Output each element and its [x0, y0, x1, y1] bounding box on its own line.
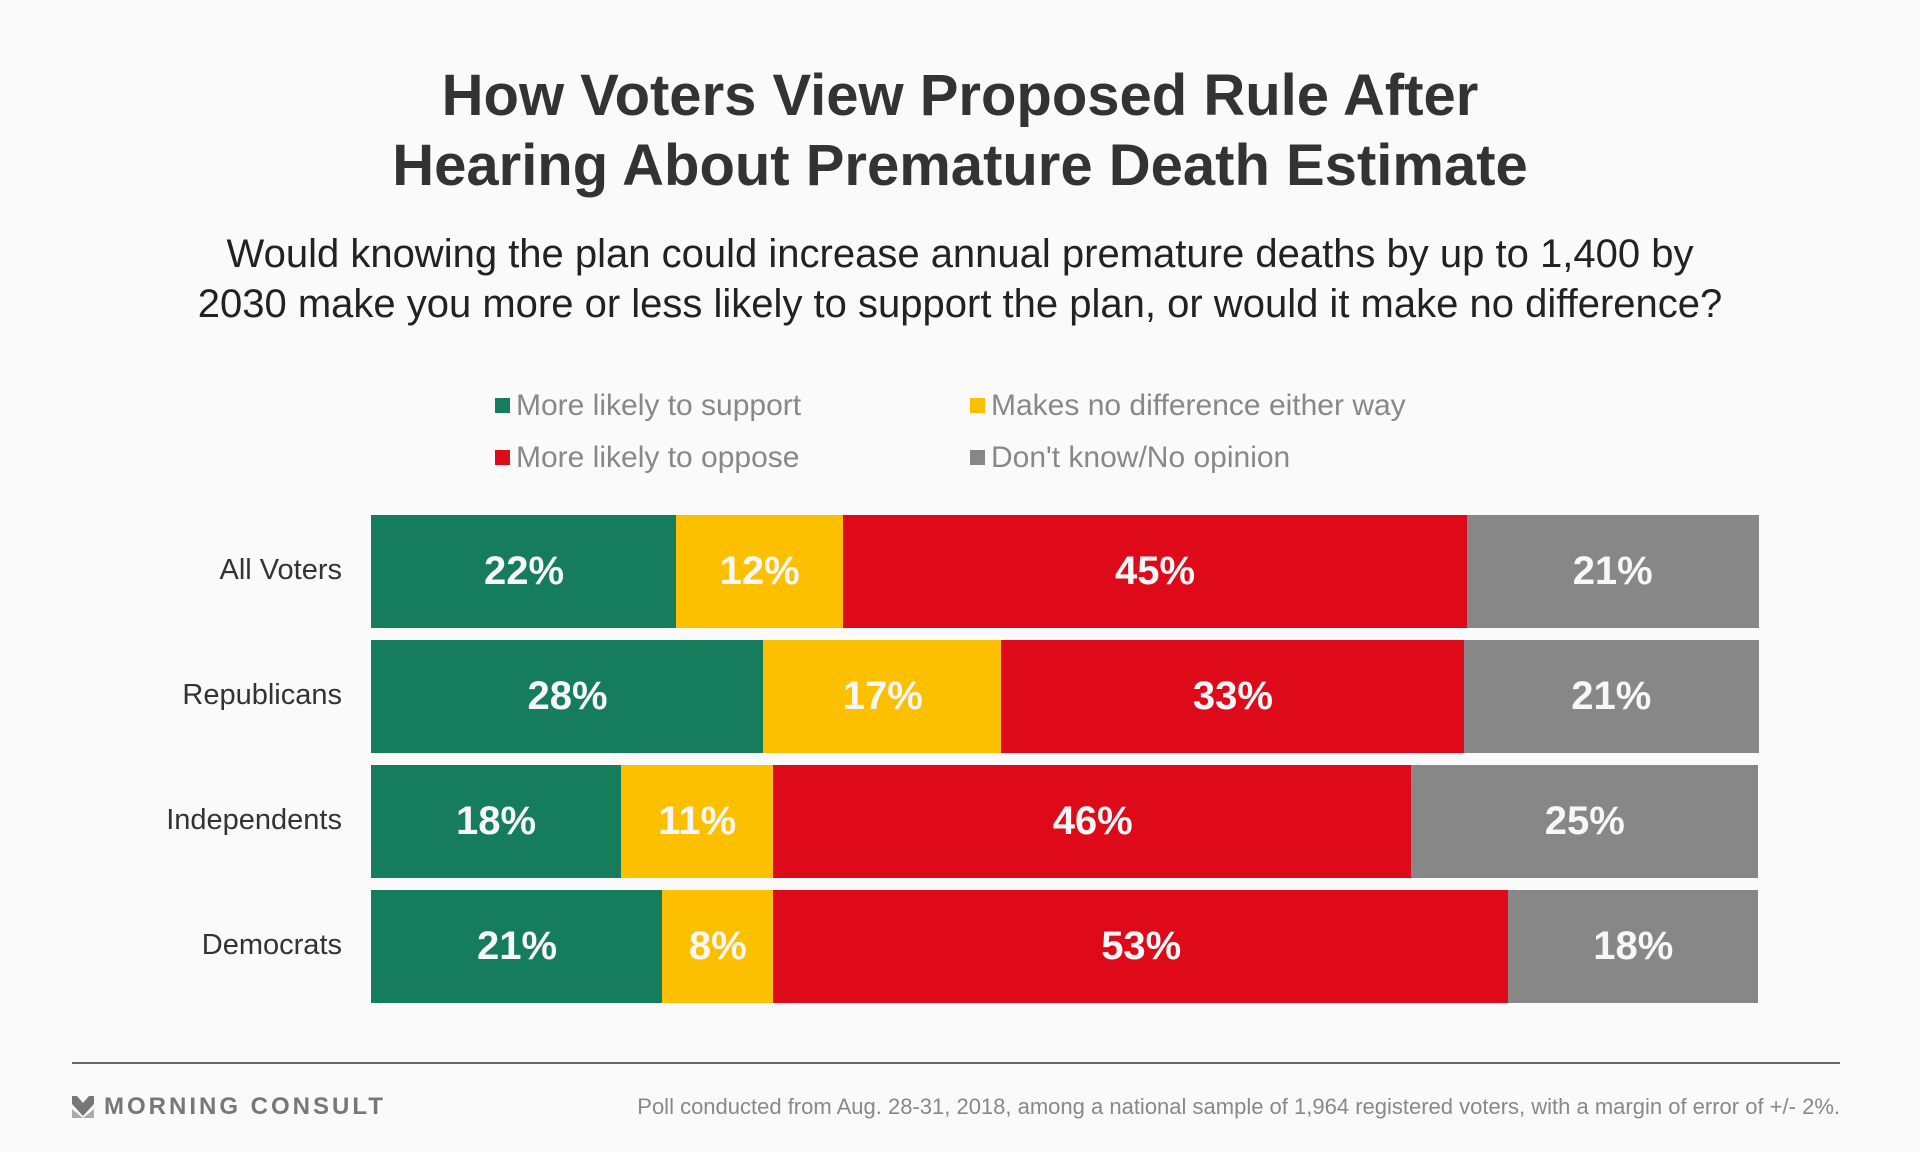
legend-item-no-difference: Makes no difference either way — [970, 388, 1406, 424]
bar-segment-all-voters-don-t-know-no-opinion: 21% — [1466, 515, 1759, 628]
brand-name: MORNING CONSULT — [104, 1093, 386, 1120]
bar-segment-independents-makes-no-difference-either-way: 11% — [620, 765, 774, 878]
bar-segment-all-voters-more-likely-to-support: 22% — [371, 515, 677, 628]
data-label: 33% — [1192, 674, 1273, 718]
stacked-bar-area: 22% 12% 45% 21% 28% 17% 33% 21% 18% 11% 46% 25% 21% 8… — [371, 515, 1759, 1003]
poll-footnote: Poll conducted from Aug. 28-31, 2018, am… — [637, 1094, 1840, 1119]
bar-segment-independents-don-t-know-no-opinion: 25% — [1411, 765, 1759, 878]
data-label: 21% — [476, 924, 558, 968]
category-label-all-voters: All Voters — [219, 554, 343, 586]
morning-consult-chevron-icon — [72, 1096, 94, 1118]
data-label: 53% — [1101, 924, 1182, 968]
data-label: 45% — [1115, 549, 1196, 593]
bar-segment-all-voters-makes-no-difference-either-way: 12% — [676, 515, 844, 628]
footer-divider — [72, 1062, 1840, 1064]
legend-item-dont-know: Don't know/No opinion — [970, 440, 1290, 476]
chart-subtitle-line-1: Would knowing the plan could increase an… — [226, 232, 1694, 276]
bar-segment-democrats-makes-no-difference-either-way: 8% — [662, 890, 774, 1003]
data-label: 11% — [658, 799, 737, 843]
data-label: 46% — [1052, 799, 1133, 843]
chart-title-line-1: How Voters View Proposed Rule After — [441, 63, 1479, 128]
bar-segment-independents-more-likely-to-support: 18% — [371, 765, 621, 878]
legend-label: More likely to support — [516, 389, 802, 422]
legend-label: More likely to oppose — [516, 441, 800, 474]
data-label: 17% — [842, 674, 923, 718]
data-label: 25% — [1544, 799, 1625, 843]
data-label: 8% — [688, 924, 747, 968]
bar-segment-democrats-more-likely-to-support: 21% — [371, 890, 663, 1003]
chart-title-line-2: Hearing About Premature Death Estimate — [392, 133, 1528, 198]
data-label: 12% — [719, 549, 800, 593]
legend-swatch-dont-know — [970, 450, 985, 465]
legend-item-support: More likely to support — [495, 388, 801, 424]
category-label-republicans: Republicans — [182, 679, 342, 711]
data-label: 21% — [1572, 549, 1653, 593]
category-label-independents: Independents — [166, 804, 342, 836]
legend-label: Makes no difference either way — [991, 389, 1406, 422]
bar-segment-all-voters-more-likely-to-oppose: 45% — [842, 515, 1468, 628]
bar-segment-republicans-more-likely-to-oppose: 33% — [1001, 640, 1465, 753]
category-label-democrats: Democrats — [201, 929, 342, 961]
bar-segment-republicans-don-t-know-no-opinion: 21% — [1463, 640, 1759, 753]
legend-swatch-no-difference — [970, 398, 985, 413]
legend-label: Don't know/No opinion — [991, 441, 1291, 474]
bar-segment-democrats-more-likely-to-oppose: 53% — [773, 890, 1510, 1003]
data-label: 28% — [527, 674, 608, 718]
bar-segment-republicans-makes-no-difference-either-way: 17% — [763, 640, 1003, 753]
data-label: 18% — [455, 799, 537, 843]
bar-segment-independents-more-likely-to-oppose: 46% — [773, 765, 1413, 878]
data-label: 22% — [483, 549, 565, 593]
brand-logo: MORNING CONSULT — [72, 1093, 386, 1121]
legend-item-oppose: More likely to oppose — [495, 440, 799, 476]
bar-segment-republicans-more-likely-to-support: 28% — [371, 640, 764, 753]
data-label: 18% — [1593, 924, 1674, 968]
chart-subtitle-line-2: 2030 make you more or less likely to sup… — [197, 282, 1723, 326]
data-label: 21% — [1571, 674, 1652, 718]
bar-segment-democrats-don-t-know-no-opinion: 18% — [1508, 890, 1759, 1003]
legend-swatch-support — [495, 398, 510, 413]
legend-swatch-oppose — [495, 450, 510, 465]
